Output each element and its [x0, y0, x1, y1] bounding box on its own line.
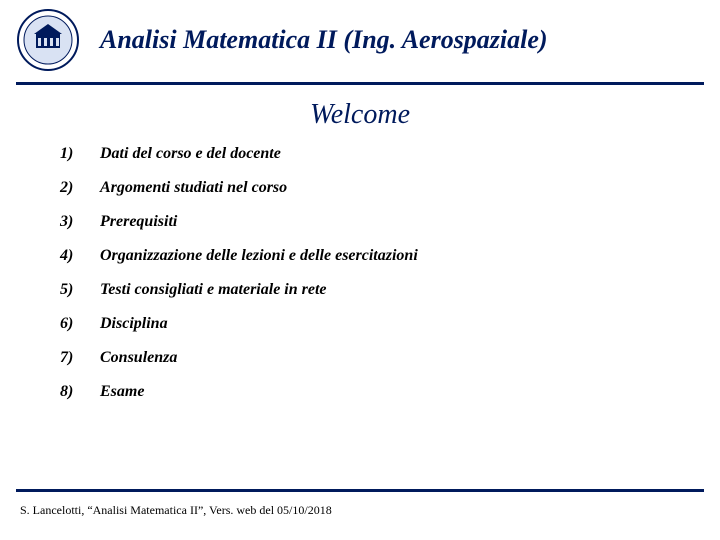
list-item-number: 6) [60, 315, 100, 333]
list-item-text: Prerequisiti [100, 213, 177, 231]
subtitle: Welcome [0, 99, 720, 131]
list-item: 8) Esame [60, 383, 680, 401]
list-item: 5) Testi consigliati e materiale in rete [60, 281, 680, 299]
header-divider [16, 82, 704, 85]
list-item-text: Dati del corso e del docente [100, 145, 281, 163]
university-seal-icon [16, 8, 80, 72]
list-item-number: 1) [60, 145, 100, 163]
page-title: Analisi Matematica II (Ing. Aerospaziale… [100, 25, 548, 55]
list-item-number: 5) [60, 281, 100, 299]
list-item-text: Testi consigliati e materiale in rete [100, 281, 327, 299]
list-item-number: 4) [60, 247, 100, 265]
list-item-text: Consulenza [100, 349, 177, 367]
footer-divider [16, 489, 704, 492]
list-item: 4) Organizzazione delle lezioni e delle … [60, 247, 680, 265]
list-item-number: 8) [60, 383, 100, 401]
footer-text: S. Lancelotti, “Analisi Matematica II”, … [20, 503, 332, 518]
list-item-text: Argomenti studiati nel corso [100, 179, 287, 197]
list-item-number: 2) [60, 179, 100, 197]
list-item-number: 3) [60, 213, 100, 231]
list-item: 7) Consulenza [60, 349, 680, 367]
list-item-text: Esame [100, 383, 144, 401]
list-item: 6) Disciplina [60, 315, 680, 333]
list-item: 3) Prerequisiti [60, 213, 680, 231]
list-item-number: 7) [60, 349, 100, 367]
list-item-text: Organizzazione delle lezioni e delle ese… [100, 247, 418, 265]
list-item: 1) Dati del corso e del docente [60, 145, 680, 163]
list-item-text: Disciplina [100, 315, 168, 333]
toc-list: 1) Dati del corso e del docente 2) Argom… [0, 145, 720, 401]
header: Analisi Matematica II (Ing. Aerospaziale… [0, 0, 720, 82]
list-item: 2) Argomenti studiati nel corso [60, 179, 680, 197]
